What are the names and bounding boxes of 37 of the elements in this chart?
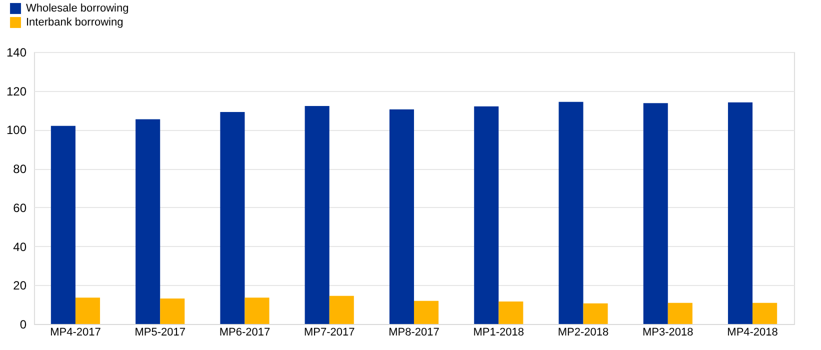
bar xyxy=(558,102,584,324)
x-tick-label: MP8-2017 xyxy=(388,326,440,338)
y-tick-label: 40 xyxy=(13,240,27,254)
x-tick-label: MP3-2018 xyxy=(642,326,694,338)
y-tick-label: 120 xyxy=(6,84,27,98)
x-tick-label: MP2-2018 xyxy=(558,326,609,338)
y-tick-label: 20 xyxy=(13,278,27,293)
bar xyxy=(498,301,524,324)
bar xyxy=(329,296,354,324)
bar xyxy=(389,109,414,324)
bar xyxy=(304,106,330,324)
bar xyxy=(220,112,245,324)
bar xyxy=(474,106,499,324)
x-tick-label: MP1-2018 xyxy=(473,326,524,338)
bar xyxy=(136,119,160,324)
x-tick-label: MP5-2017 xyxy=(134,326,186,338)
bar xyxy=(752,302,778,324)
x-tick-label: MP4-2017 xyxy=(50,326,101,338)
bar xyxy=(244,298,270,324)
bar xyxy=(728,102,753,324)
bar xyxy=(583,303,608,324)
bar xyxy=(50,126,76,324)
legend-label: Interbank borrowing xyxy=(26,16,124,28)
bar xyxy=(643,103,668,324)
y-tick-label: 0 xyxy=(20,318,27,332)
bar xyxy=(668,302,692,324)
x-tick-label: MP4-2018 xyxy=(727,326,778,338)
x-tick-label: MP6-2017 xyxy=(219,326,270,338)
legend-label: Wholesale borrowing xyxy=(26,2,129,14)
y-tick-label: 140 xyxy=(6,46,27,60)
bar xyxy=(160,298,185,324)
y-tick-label: 100 xyxy=(6,123,27,138)
y-tick-label: 80 xyxy=(13,162,27,176)
x-tick-label: MP7-2017 xyxy=(304,326,355,338)
y-tick-label: 60 xyxy=(13,200,27,215)
bar xyxy=(414,300,439,324)
bar xyxy=(75,298,100,324)
